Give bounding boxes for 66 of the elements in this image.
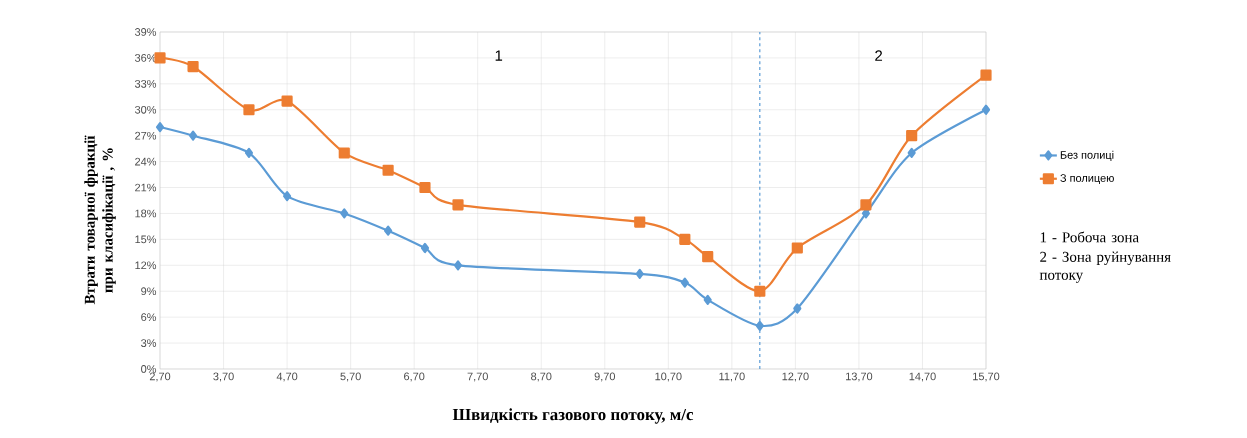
annotation: 2 <box>875 50 883 61</box>
point <box>243 104 255 116</box>
y-tick-label: 39% <box>134 28 157 36</box>
x-tick-label: 8,70 <box>531 372 552 382</box>
point <box>382 164 394 176</box>
y-tick-label: 6% <box>141 313 157 322</box>
x-tick-label: 3,70 <box>213 372 234 382</box>
point <box>679 233 691 245</box>
point <box>338 147 350 159</box>
y-tick-label: 12% <box>135 261 157 270</box>
point <box>420 242 430 254</box>
point <box>452 199 464 211</box>
point <box>702 251 714 263</box>
x-tick-label: 11,70 <box>719 372 745 382</box>
point <box>793 303 802 314</box>
point <box>754 285 766 297</box>
point <box>453 260 463 271</box>
x-tick-label: 7,70 <box>467 372 488 382</box>
point <box>755 320 764 331</box>
point <box>634 216 646 228</box>
y-tick-label: 15% <box>135 235 157 244</box>
annotation: 1 <box>495 50 503 61</box>
y-tick-label: 9% <box>141 287 157 296</box>
point <box>980 69 992 81</box>
y-tick-label: 27% <box>135 131 157 140</box>
legend-label: З полицею <box>1060 174 1114 184</box>
point <box>281 95 293 107</box>
point <box>906 130 918 142</box>
x-tick-label: 6,70 <box>404 372 425 382</box>
point <box>340 208 349 219</box>
point <box>283 191 292 202</box>
y-tick-label: 21% <box>135 183 157 192</box>
point <box>981 104 991 115</box>
point <box>244 147 254 159</box>
y-tick-label: 33% <box>134 79 157 88</box>
point <box>907 147 916 159</box>
point <box>703 294 712 305</box>
point <box>860 199 872 211</box>
point <box>154 52 166 64</box>
x-tick-label: 15,70 <box>973 372 1000 382</box>
x-tick-label: 5,70 <box>340 372 361 382</box>
point <box>419 181 431 194</box>
text: 2 - Зона руйнування потоку <box>1039 251 1171 283</box>
y-tick-label: 18% <box>135 209 157 218</box>
point <box>635 268 644 280</box>
x-tick-label: 14,70 <box>909 372 936 382</box>
y-tick-label: 0% <box>141 365 157 373</box>
point <box>188 130 198 141</box>
x-tick-label: 9,70 <box>594 372 616 382</box>
x-tick-label: 12,70 <box>782 372 809 382</box>
x-tick-label: 2,70 <box>149 372 171 382</box>
y-tick-label: 30% <box>134 105 157 114</box>
legend-label: Без полиці <box>1060 150 1114 161</box>
point <box>155 121 165 133</box>
point <box>384 225 393 236</box>
y-tick-label: 3% <box>141 339 157 347</box>
x-tick-label: 13,70 <box>846 372 873 382</box>
y-tick-label: 24% <box>135 157 157 166</box>
y-axis-title: Втрати товарної фракції при класифікації , % <box>84 135 116 305</box>
point <box>187 60 199 73</box>
x-axis-title: Швидкість газового потоку, м/с <box>452 408 694 424</box>
x-tick-label: 4,70 <box>276 372 298 382</box>
x-tick-label: 10,70 <box>655 372 682 382</box>
point <box>791 242 803 254</box>
point <box>680 277 689 288</box>
text: 1 - Робоча зона <box>1040 231 1139 243</box>
